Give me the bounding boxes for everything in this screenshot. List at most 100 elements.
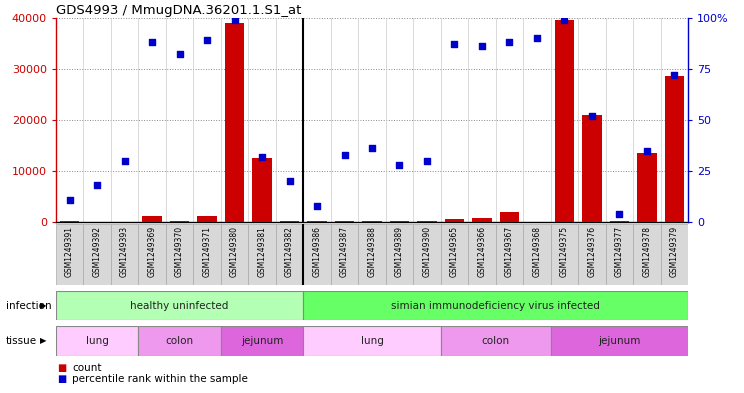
Text: GSM1249382: GSM1249382	[285, 226, 294, 277]
Bar	[583, 115, 602, 222]
Point	[531, 35, 543, 41]
Point	[256, 154, 268, 160]
Text: GSM1249366: GSM1249366	[478, 226, 487, 277]
Text: ■: ■	[57, 363, 66, 373]
Point	[614, 211, 626, 217]
Bar	[221, 326, 304, 356]
Bar	[523, 224, 551, 285]
Text: simian immunodeficiency virus infected: simian immunodeficiency virus infected	[391, 301, 600, 310]
Text: GSM1249368: GSM1249368	[533, 226, 542, 277]
Bar	[551, 326, 688, 356]
Bar	[304, 326, 440, 356]
Text: GSM1249365: GSM1249365	[450, 226, 459, 277]
Bar	[665, 76, 684, 222]
Text: ■: ■	[57, 375, 66, 384]
Text: percentile rank within the sample: percentile rank within the sample	[72, 375, 248, 384]
Point	[504, 39, 516, 45]
Bar	[555, 20, 574, 222]
Text: GSM1249379: GSM1249379	[670, 226, 679, 277]
Bar	[197, 216, 217, 222]
Text: GSM1249386: GSM1249386	[312, 226, 321, 277]
Bar	[248, 224, 276, 285]
Bar	[359, 224, 385, 285]
Bar	[633, 224, 661, 285]
Point	[146, 39, 158, 45]
Text: jejunum: jejunum	[598, 336, 641, 346]
Bar	[638, 153, 657, 222]
Bar	[304, 224, 331, 285]
Text: colon: colon	[165, 336, 193, 346]
Text: GSM1249391: GSM1249391	[65, 226, 74, 277]
Text: GSM1249377: GSM1249377	[615, 226, 624, 277]
Bar	[60, 221, 79, 222]
Text: GSM1249390: GSM1249390	[423, 226, 432, 277]
Text: GSM1249387: GSM1249387	[340, 226, 349, 277]
Point	[228, 17, 240, 23]
Bar	[390, 221, 409, 222]
Bar	[304, 291, 688, 320]
Text: GSM1249388: GSM1249388	[368, 226, 376, 277]
Bar	[225, 23, 244, 222]
Bar	[610, 221, 629, 222]
Bar	[445, 219, 464, 222]
Text: lung: lung	[361, 336, 383, 346]
Bar	[280, 221, 299, 222]
Point	[118, 158, 130, 164]
Bar	[307, 221, 327, 222]
Text: GSM1249367: GSM1249367	[505, 226, 514, 277]
Bar	[111, 224, 138, 285]
Bar	[56, 291, 304, 320]
Text: GSM1249375: GSM1249375	[560, 226, 569, 277]
Bar	[138, 326, 221, 356]
Text: GSM1249392: GSM1249392	[92, 226, 101, 277]
Text: GSM1249378: GSM1249378	[643, 226, 652, 277]
Bar	[472, 219, 492, 222]
Bar	[252, 158, 272, 222]
Bar	[385, 224, 413, 285]
Bar	[221, 224, 248, 285]
Point	[283, 178, 295, 184]
Bar	[331, 224, 359, 285]
Point	[63, 196, 75, 203]
Bar	[362, 221, 382, 222]
Bar	[500, 212, 519, 222]
Bar	[166, 224, 193, 285]
Text: infection: infection	[6, 301, 51, 310]
Text: jejunum: jejunum	[241, 336, 283, 346]
Point	[641, 147, 653, 154]
Bar	[276, 224, 304, 285]
Bar	[335, 221, 354, 222]
Text: GSM1249389: GSM1249389	[395, 226, 404, 277]
Point	[339, 151, 350, 158]
Text: GSM1249370: GSM1249370	[175, 226, 184, 277]
Text: ▶: ▶	[40, 336, 47, 345]
Text: GSM1249376: GSM1249376	[588, 226, 597, 277]
Point	[421, 158, 433, 164]
Text: ▶: ▶	[40, 301, 47, 310]
Text: colon: colon	[481, 336, 510, 346]
Text: GSM1249393: GSM1249393	[120, 226, 129, 277]
Bar	[413, 224, 440, 285]
Point	[449, 41, 461, 48]
Bar	[440, 326, 551, 356]
Bar	[138, 224, 166, 285]
Point	[394, 162, 405, 168]
Text: GDS4993 / MmugDNA.36201.1.S1_at: GDS4993 / MmugDNA.36201.1.S1_at	[56, 4, 301, 17]
Text: GSM1249381: GSM1249381	[257, 226, 266, 277]
Bar	[56, 326, 138, 356]
Point	[559, 17, 571, 23]
Bar	[142, 216, 161, 222]
Bar	[56, 224, 83, 285]
Point	[366, 145, 378, 152]
Text: lung: lung	[86, 336, 109, 346]
Text: tissue: tissue	[6, 336, 37, 346]
Point	[173, 51, 185, 58]
Point	[91, 182, 103, 188]
Bar	[193, 224, 221, 285]
Bar	[468, 224, 496, 285]
Bar	[496, 224, 523, 285]
Text: GSM1249369: GSM1249369	[147, 226, 156, 277]
Bar	[440, 224, 468, 285]
Text: GSM1249371: GSM1249371	[202, 226, 211, 277]
Point	[669, 72, 681, 78]
